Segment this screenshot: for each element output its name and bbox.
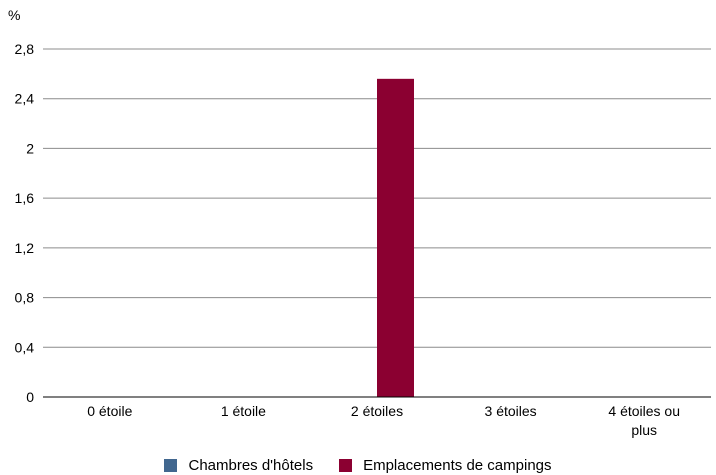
x-tick-label: 1 étoile xyxy=(221,403,266,419)
bars xyxy=(377,78,414,397)
legend-label-hotel-rooms: Chambres d'hôtels xyxy=(188,456,314,474)
legend-swatch-campsites xyxy=(339,458,353,472)
y-axis-ticks: 0 0,4 0,8 1,2 1,6 2 2,4 2,8 xyxy=(15,41,35,405)
y-tick-label: 0,8 xyxy=(15,290,35,306)
y-tick-label: 0,4 xyxy=(15,339,35,355)
y-tick-label: 2,4 xyxy=(15,91,35,107)
x-tick-label: 0 étoile xyxy=(87,403,132,419)
legend-item-campsites: Emplacements de campings xyxy=(339,456,552,474)
bar xyxy=(377,78,414,397)
x-axis-ticks: 0 étoile 1 étoile 2 étoiles 3 étoiles 4 étoi… xyxy=(87,403,680,438)
y-tick-label: 0 xyxy=(26,389,34,405)
y-tick-label: 2 xyxy=(26,140,34,156)
legend-label-campsites: Emplacements de campings xyxy=(363,456,552,474)
y-tick-label: 2,8 xyxy=(15,41,35,57)
x-tick-label: 3 étoiles xyxy=(485,403,537,419)
legend: Chambres d'hôtels Emplacements de campin… xyxy=(0,455,716,475)
legend-swatch-hotel-rooms xyxy=(164,458,178,472)
x-tick-label: 2 étoiles xyxy=(351,403,403,419)
y-tick-label: 1,2 xyxy=(15,240,35,256)
legend-item-hotel-rooms: Chambres d'hôtels xyxy=(164,457,313,474)
y-unit-label: % xyxy=(8,7,20,23)
y-tick-label: 1,6 xyxy=(15,190,35,206)
x-tick-label: 4 étoiles ou plus xyxy=(608,403,680,438)
